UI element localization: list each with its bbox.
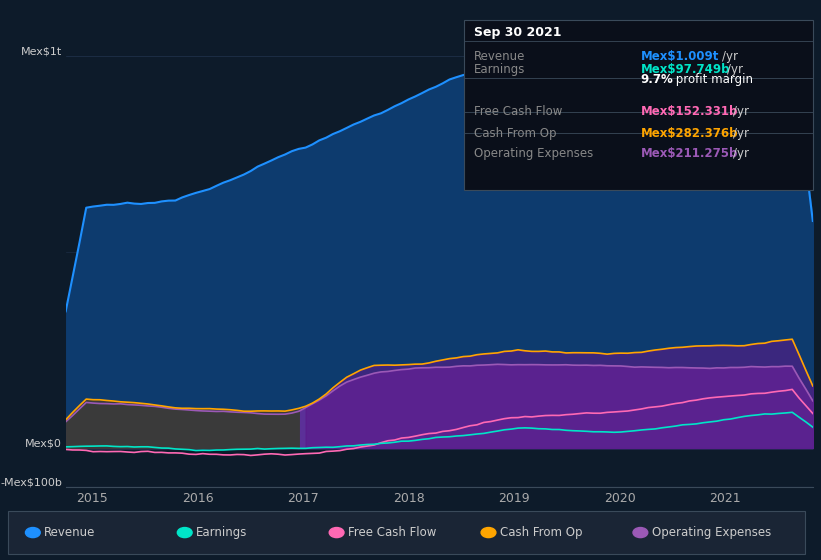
Text: /yr: /yr bbox=[733, 147, 749, 160]
Text: Revenue: Revenue bbox=[474, 50, 525, 63]
Text: Free Cash Flow: Free Cash Flow bbox=[474, 105, 562, 118]
Text: Earnings: Earnings bbox=[474, 63, 525, 76]
Text: Mex$1t: Mex$1t bbox=[21, 46, 62, 56]
Text: /yr: /yr bbox=[727, 63, 742, 76]
Text: 9.7%: 9.7% bbox=[640, 73, 673, 86]
Text: Cash From Op: Cash From Op bbox=[474, 127, 556, 139]
Text: Mex$1.009t: Mex$1.009t bbox=[640, 50, 718, 63]
Text: Mex$97.749b: Mex$97.749b bbox=[640, 63, 730, 76]
Text: Revenue: Revenue bbox=[44, 526, 96, 539]
Text: Operating Expenses: Operating Expenses bbox=[652, 526, 771, 539]
Text: /yr: /yr bbox=[733, 105, 749, 118]
Text: -Mex$100b: -Mex$100b bbox=[0, 477, 62, 487]
Text: Cash From Op: Cash From Op bbox=[500, 526, 582, 539]
Text: Sep 30 2021: Sep 30 2021 bbox=[474, 26, 562, 39]
Text: Earnings: Earnings bbox=[196, 526, 248, 539]
Text: /yr: /yr bbox=[733, 127, 749, 139]
Text: Mex$211.275b: Mex$211.275b bbox=[640, 147, 738, 160]
Text: Operating Expenses: Operating Expenses bbox=[474, 147, 593, 160]
Text: Mex$282.376b: Mex$282.376b bbox=[640, 127, 738, 139]
Text: profit margin: profit margin bbox=[672, 73, 753, 86]
Text: /yr: /yr bbox=[722, 50, 738, 63]
Text: Mex$152.331b: Mex$152.331b bbox=[640, 105, 738, 118]
Text: Mex$0: Mex$0 bbox=[25, 438, 62, 448]
Text: Free Cash Flow: Free Cash Flow bbox=[348, 526, 437, 539]
